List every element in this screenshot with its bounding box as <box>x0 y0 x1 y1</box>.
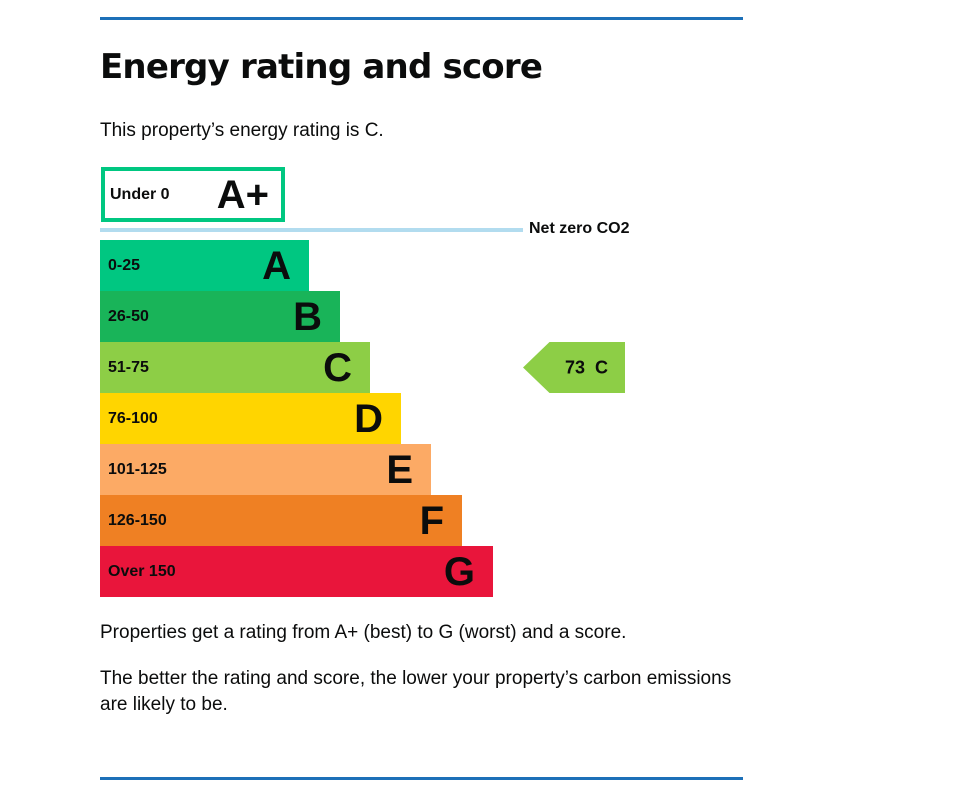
band-range: 0-25 <box>108 256 141 274</box>
band-letter: F <box>419 498 444 543</box>
band-letter: E <box>386 447 413 492</box>
band-range: 76-100 <box>108 409 158 427</box>
band-e: 101-125 E <box>100 444 431 495</box>
top-divider <box>100 17 743 20</box>
band-b: 26-50 B <box>100 291 340 342</box>
emissions-explanation: The better the rating and score, the low… <box>100 668 732 715</box>
band-a-plus: Under 0 A+ <box>101 167 285 222</box>
band-letter: A <box>262 243 291 288</box>
band-letter: G <box>443 549 475 594</box>
band-letter: A+ <box>216 172 269 217</box>
band-range: 26-50 <box>108 307 149 325</box>
band-d: 76-100 D <box>100 393 401 444</box>
bottom-divider <box>100 777 743 780</box>
rating-intro: This property’s energy rating is C. <box>100 120 384 141</box>
rating-explanation: Properties get a rating from A+ (best) t… <box>100 622 627 643</box>
band-c: 51-75 C <box>100 342 370 393</box>
band-f: 126-150 F <box>100 495 462 546</box>
band-range: 101-125 <box>108 460 167 478</box>
band-a: 0-25 A <box>100 240 309 291</box>
band-range: Under 0 <box>110 185 170 203</box>
page-title: Energy rating and score <box>100 47 543 87</box>
band-letter: B <box>293 294 322 339</box>
band-letter: D <box>354 396 383 441</box>
band-range: Over 150 <box>108 562 176 580</box>
net-zero-label: Net zero CO2 <box>529 220 630 237</box>
band-range: 51-75 <box>108 358 149 376</box>
current-rating-label: 73 C <box>565 357 609 377</box>
band-letter: C <box>323 345 352 390</box>
current-rating-pointer: 73 C <box>523 342 625 393</box>
band-range: 126-150 <box>108 511 167 529</box>
band-g: Over 150 G <box>100 546 493 597</box>
net-zero-line <box>100 228 523 232</box>
